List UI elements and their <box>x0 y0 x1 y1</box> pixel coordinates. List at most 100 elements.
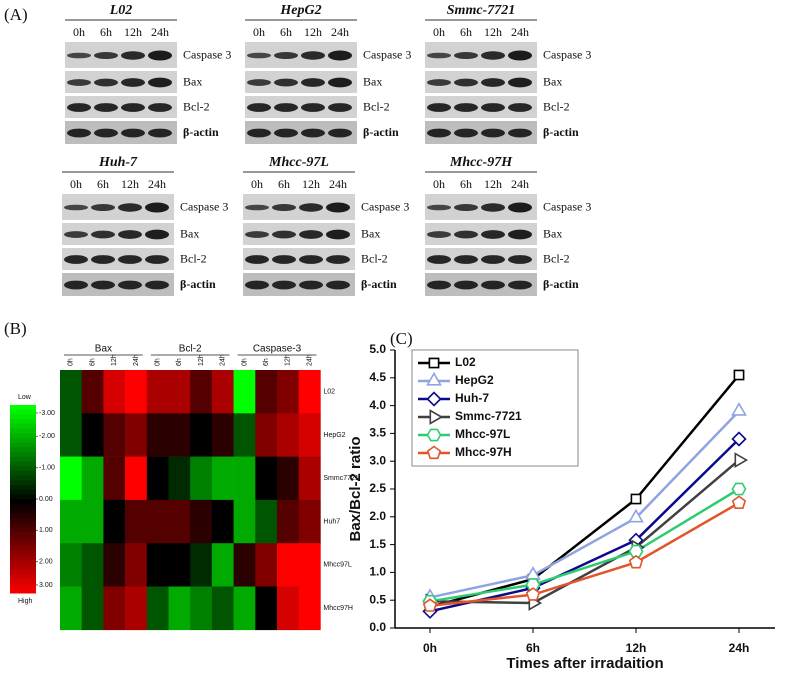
blot-band <box>118 255 142 264</box>
legend-label: L02 <box>455 355 476 369</box>
marker <box>428 357 440 369</box>
protein-label: Bax <box>543 74 562 88</box>
y-tick-label: 1.0 <box>369 565 386 579</box>
series-line <box>429 487 740 603</box>
heatmap-cell <box>255 543 278 587</box>
row-label: L02 <box>323 388 335 395</box>
blot-band <box>272 255 296 264</box>
blot-strip <box>245 71 357 93</box>
marker <box>422 598 438 612</box>
timepoint-label: 12h <box>484 25 502 39</box>
colorbar-tick-label: 3.00 <box>39 582 53 589</box>
y-tick-label: 0.5 <box>369 592 386 606</box>
protein-label: Bax <box>180 226 199 240</box>
blot-strip <box>243 273 355 296</box>
blot-strip <box>425 223 537 245</box>
blot-band <box>427 52 451 59</box>
heatmap-cell <box>81 543 104 587</box>
blot-band <box>328 103 352 112</box>
blot-band <box>145 229 169 240</box>
blot-title: L02 <box>109 3 133 18</box>
heatmap-cell <box>190 499 213 544</box>
protein-label: Caspase 3 <box>363 47 411 61</box>
heatmap-cell <box>298 413 321 457</box>
blot-title: Smmc-7721 <box>447 3 515 18</box>
heatmap-cell <box>81 499 104 544</box>
marker <box>426 428 442 442</box>
blot-band <box>454 230 478 239</box>
blot-strip <box>425 96 537 118</box>
colorbar-segment <box>10 461 36 467</box>
protein-label: Caspase 3 <box>543 47 591 61</box>
protein-label: β-actin <box>361 277 397 291</box>
protein-label: Caspase 3 <box>183 47 231 61</box>
column-label: 24h <box>220 354 227 366</box>
heatmap-cell <box>168 586 191 631</box>
heatmap-cell <box>103 456 126 501</box>
heatmap-cell <box>233 370 256 414</box>
blot-band <box>454 280 478 290</box>
blot-band <box>427 255 451 264</box>
heatmap-cell <box>125 413 148 457</box>
blot-band <box>64 280 88 290</box>
heatmap-cell <box>277 586 299 631</box>
heatmap-cell <box>81 413 104 457</box>
timepoint-label: 6h <box>100 25 112 39</box>
blot-band <box>481 103 505 112</box>
blot-band <box>274 128 298 138</box>
colorbar-segment <box>10 475 36 481</box>
colorbar-segment <box>10 555 36 561</box>
timepoint-label: 24h <box>511 177 529 191</box>
blot-band <box>481 78 505 87</box>
legend-box <box>411 349 579 467</box>
colorbar-segment <box>10 541 36 547</box>
row-label: HepG2 <box>323 432 345 439</box>
timepoint-label: 12h <box>302 177 320 191</box>
column-label: 6h <box>89 358 96 366</box>
colorbar-segment <box>10 442 36 448</box>
timepoint-label: 12h <box>121 177 139 191</box>
blot-strip <box>425 121 537 144</box>
panel-label: (B) <box>4 319 27 338</box>
blot-band <box>299 203 323 212</box>
colorbar-segment <box>10 494 36 500</box>
blot-band <box>481 128 505 138</box>
heatmap-cell <box>146 586 169 631</box>
heatmap-cell <box>277 413 299 457</box>
colorbar-segment <box>10 536 36 542</box>
legend-label: Mhcc-97L <box>455 427 510 441</box>
timepoint-label: 0h <box>251 177 263 191</box>
y-tick-label: 3.5 <box>369 426 386 440</box>
blot-band <box>299 255 323 264</box>
column-label: 24h <box>133 354 140 366</box>
heatmap-cell <box>233 499 256 544</box>
blot-band <box>148 77 172 88</box>
colorbar-segment <box>10 522 36 528</box>
blot-title: Mhcc-97H <box>449 155 513 170</box>
blot-band <box>454 203 478 212</box>
marker <box>731 402 747 416</box>
timepoint-label: 0h <box>433 177 445 191</box>
heatmap-cell <box>211 499 234 544</box>
blot-band <box>454 78 478 87</box>
blot-band <box>427 280 451 290</box>
blot-band <box>427 231 451 238</box>
marker <box>731 431 747 447</box>
marker <box>628 544 644 558</box>
blot-band <box>118 280 142 290</box>
protein-label: Bcl-2 <box>543 99 570 113</box>
heatmap-cell <box>190 413 213 457</box>
blot-band <box>148 50 172 61</box>
heatmap-cell <box>168 413 191 457</box>
colorbar-segment <box>10 546 36 552</box>
timepoint-label: 24h <box>331 25 349 39</box>
heatmap-cell <box>168 543 191 587</box>
heatmap-cell <box>190 586 213 631</box>
heatmap-cell <box>211 413 234 457</box>
blot-band <box>67 79 91 86</box>
colorbar-segment <box>10 470 36 476</box>
blot-strip <box>65 71 177 93</box>
heatmap-cell <box>81 586 104 631</box>
heatmap-cell <box>146 499 169 544</box>
